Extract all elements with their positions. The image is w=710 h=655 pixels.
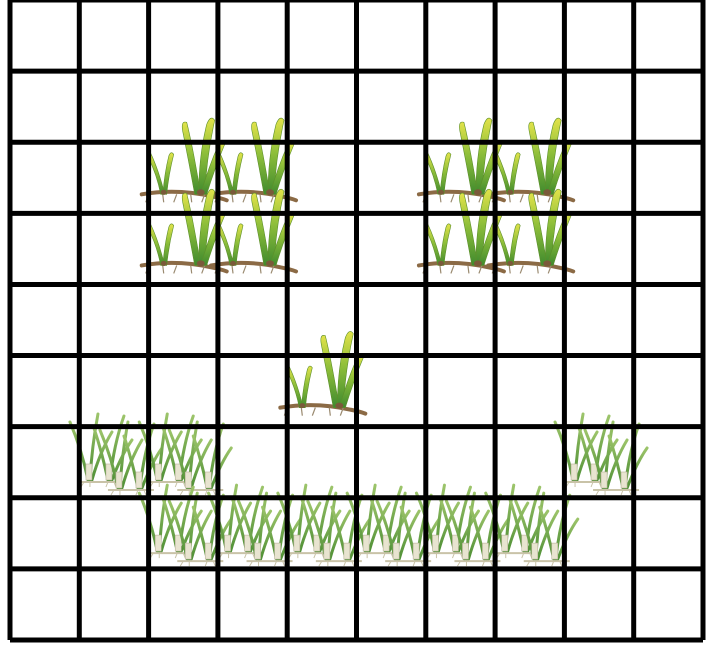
grid-lines xyxy=(7,0,706,643)
seagrass-shoot xyxy=(137,483,203,559)
seagrass-shoot xyxy=(167,420,233,496)
eelgrass-plant xyxy=(209,188,299,274)
eelgrass-plant xyxy=(139,117,229,203)
seagrass-shoot xyxy=(167,491,233,567)
seagrass-shoot xyxy=(207,483,273,559)
left-eye-cluster xyxy=(139,117,299,274)
seagrass-shoot xyxy=(375,491,441,567)
seagrass-shoot xyxy=(514,491,580,567)
